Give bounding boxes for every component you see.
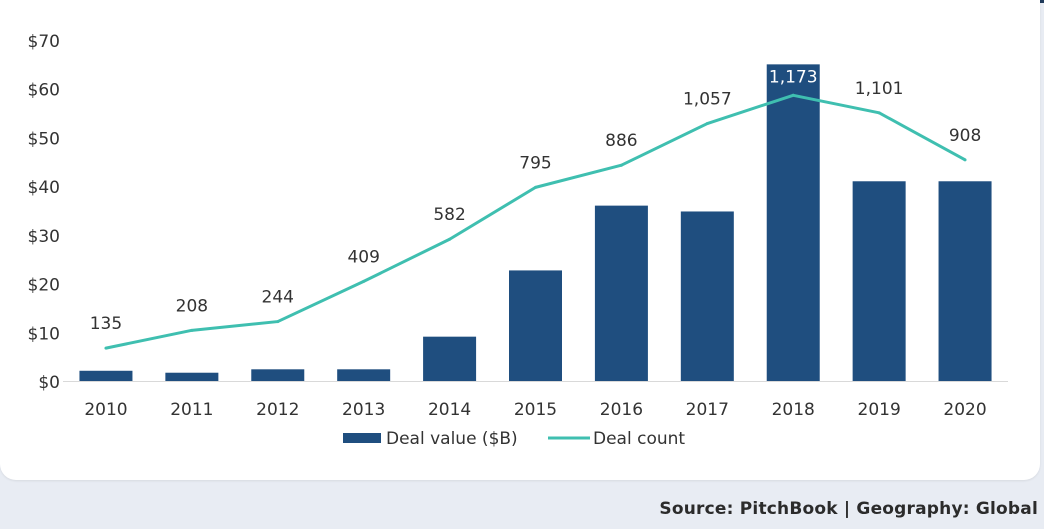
deal-count-label: 795 — [519, 153, 551, 173]
x-tick-label: 2017 — [686, 400, 729, 420]
bar-2016 — [594, 205, 648, 381]
bar-2015 — [509, 270, 562, 381]
deal-count-label: 886 — [605, 131, 637, 151]
y-tick-label: $20 — [28, 276, 60, 296]
chart-card: $0 $10 $20 $30 $40 $50 $60 $70 2010 2011 2012 2013 2… — [0, 0, 1040, 480]
deal-count-point-2020 — [963, 158, 967, 162]
y-tick-label: $50 — [28, 129, 60, 149]
x-tick-label: 2019 — [858, 400, 901, 420]
bar-2020 — [938, 181, 992, 381]
x-tick-label: 2018 — [772, 400, 815, 420]
deal-count-point-2011 — [190, 328, 194, 332]
deal-count-point-2010 — [104, 346, 108, 350]
deal-count-label: 908 — [949, 126, 981, 146]
y-tick-label: $10 — [28, 324, 60, 344]
bar-2014 — [423, 336, 477, 381]
deal-count-point-2013 — [362, 279, 366, 283]
bar-2017 — [680, 211, 734, 381]
deal-count-label: 244 — [262, 288, 294, 308]
bar-2011 — [165, 372, 219, 381]
x-tick-label: 2020 — [943, 400, 986, 420]
deal-count-point-2017 — [705, 122, 709, 126]
source-note: Source: PitchBook | Geography: Global — [659, 499, 1038, 519]
legend-swatch-deal-value — [343, 433, 381, 443]
bar-2019 — [852, 181, 906, 381]
y-tick-label: $70 — [28, 32, 60, 52]
deal-count-label: 1,057 — [683, 90, 732, 110]
deal-count-label: 582 — [433, 205, 465, 225]
deal-count-label: 208 — [176, 296, 208, 316]
x-tick-label: 2012 — [256, 400, 299, 420]
bar-2010 — [79, 370, 133, 381]
deal-count-point-2018 — [791, 93, 795, 97]
x-tick-label: 2011 — [170, 400, 213, 420]
y-tick-label: $40 — [28, 178, 60, 198]
deal-count-point-2016 — [619, 163, 623, 167]
deal-count-label: 409 — [347, 247, 379, 267]
bar-2013 — [337, 369, 391, 381]
deal-count-label: 1,101 — [855, 79, 904, 99]
y-tick-label: $0 — [38, 373, 60, 393]
deal-count-point-2012 — [276, 320, 280, 324]
deal-count-point-2015 — [534, 185, 537, 189]
x-tick-label: 2010 — [84, 400, 127, 420]
x-tick-label: 2013 — [342, 400, 385, 420]
bar-2018 — [766, 64, 820, 381]
bar-2012 — [251, 369, 305, 381]
deal-count-label: 135 — [90, 314, 122, 334]
deal-count-point-2014 — [448, 237, 452, 241]
y-tick-label: $30 — [28, 227, 60, 247]
x-tick-label: 2016 — [600, 400, 643, 420]
deal-count-label: 1,173 — [769, 67, 818, 87]
chart: $0 $10 $20 $30 $40 $50 $60 $70 2010 2011 2012 2013 2… — [28, 32, 1008, 449]
y-tick-label: $60 — [28, 81, 60, 101]
legend-label-deal-count: Deal count — [593, 429, 685, 449]
deal-count-point-2019 — [877, 111, 881, 115]
x-tick-label: 2014 — [428, 400, 471, 420]
legend-label-deal-value: Deal value ($B) — [386, 429, 518, 449]
x-tick-label: 2015 — [514, 400, 557, 420]
